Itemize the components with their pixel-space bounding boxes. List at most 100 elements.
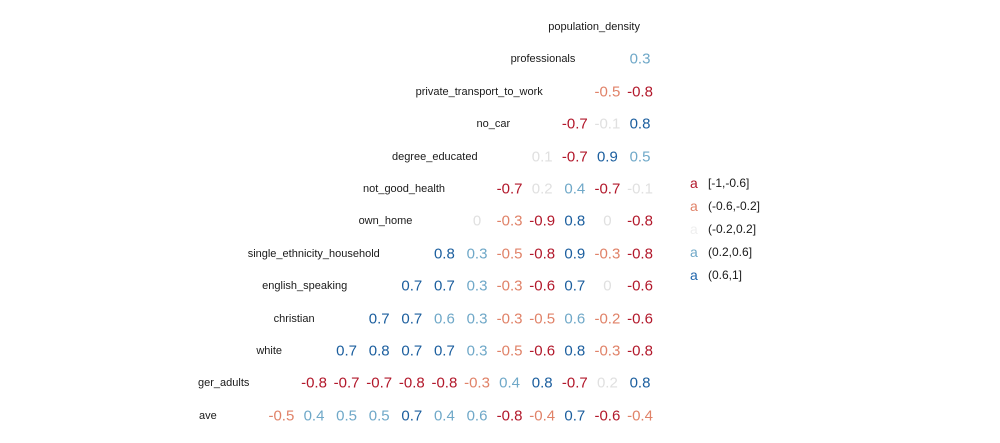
corr-cell-christian-2: 0.6 (433, 310, 455, 328)
row-label-not-good-health: not_good_health (363, 183, 445, 195)
corr-cell-own-home-3: 0.8 (564, 212, 586, 230)
corr-cell-ave-2: 0.5 (336, 407, 358, 425)
corr-cell-ger-adults-5: -0.3 (464, 374, 490, 392)
corr-cell-english-speaking-7: -0.6 (627, 277, 653, 295)
corr-cell-degree-educated-0: 0.1 (531, 148, 553, 166)
corr-cell-ave-11: -0.4 (627, 407, 653, 425)
legend-label-strong-positive: (0.6,1] (708, 268, 743, 282)
corr-cell-own-home-0: 0 (472, 212, 482, 230)
corr-cell-single-ethnicity-household-0: 0.8 (433, 245, 455, 263)
corr-cell-ave-7: -0.8 (496, 407, 523, 425)
corr-cell-english-speaking-3: -0.3 (496, 277, 523, 295)
corr-cell-single-ethnicity-household-3: -0.8 (529, 245, 556, 263)
legend-label-moderate-positive: (0.2,0.6] (708, 245, 753, 259)
corr-cell-not-good-health-0: -0.7 (496, 180, 523, 198)
corr-cell-christian-8: -0.6 (627, 310, 653, 328)
corr-cell-own-home-5: -0.8 (627, 212, 653, 230)
corr-cell-christian-3: 0.3 (466, 310, 488, 328)
corr-cell-ger-adults-8: -0.7 (561, 374, 588, 392)
corr-cell-white-8: -0.3 (594, 342, 621, 360)
corr-cell-ave-3: 0.5 (368, 407, 390, 425)
corr-cell-english-speaking-6: 0 (603, 277, 612, 295)
corr-cell-professionals-0: 0.3 (629, 50, 651, 68)
corr-cell-not-good-health-1: 0.2 (531, 180, 553, 198)
corr-cell-ave-4: 0.7 (401, 407, 423, 425)
corr-cell-own-home-1: -0.3 (496, 212, 523, 230)
corr-cell-not-good-health-2: 0.4 (564, 180, 586, 198)
corr-cell-white-6: -0.6 (529, 342, 556, 360)
corr-cell-ger-adults-1: -0.7 (333, 374, 360, 392)
corr-cell-white-7: 0.8 (564, 342, 586, 360)
corr-cell-christian-7: -0.2 (594, 310, 621, 328)
corr-cell-english-speaking-4: -0.6 (529, 277, 556, 295)
corr-cell-own-home-2: -0.9 (529, 212, 556, 230)
row-label-professionals: professionals (510, 53, 576, 66)
legend-key-weak: a (690, 221, 698, 237)
corr-cell-private-transport-to-work-0: -0.5 (594, 83, 621, 101)
corr-cell-white-5: -0.5 (496, 342, 523, 360)
corr-cell-christian-0: 0.7 (368, 310, 390, 328)
legend-label-weak: (-0.2,0.2] (708, 222, 757, 236)
corr-cell-single-ethnicity-household-2: -0.5 (496, 245, 523, 263)
corr-cell-ave-10: -0.6 (594, 407, 621, 425)
corr-cell-not-good-health-3: -0.7 (594, 180, 621, 198)
row-label-ger-adults: ger_adults (198, 377, 250, 390)
corr-cell-christian-6: 0.6 (564, 310, 586, 328)
corr-cell-not-good-health-4: -0.1 (627, 180, 653, 198)
corr-cell-christian-4: -0.3 (496, 310, 523, 328)
corr-cell-single-ethnicity-household-4: 0.9 (564, 245, 586, 263)
corr-cell-christian-5: -0.5 (529, 310, 556, 328)
corr-cell-ave-0: -0.5 (268, 407, 295, 425)
corr-cell-ger-adults-6: 0.4 (499, 374, 521, 392)
corr-cell-ger-adults-0: -0.8 (301, 374, 327, 392)
legend-key-moderate-negative: a (690, 198, 698, 214)
row-label-single-ethnicity-household: single_ethnicity_household (247, 247, 380, 260)
corr-cell-ave-6: 0.6 (466, 407, 488, 425)
corr-cell-ger-adults-3: -0.8 (398, 374, 425, 392)
corr-cell-single-ethnicity-household-5: -0.3 (594, 245, 621, 263)
legend-label-moderate-negative: (-0.6,-0.2] (708, 199, 761, 213)
corr-cell-own-home-4: 0 (603, 212, 612, 230)
corr-cell-ave-9: 0.7 (564, 407, 586, 425)
corr-cell-white-4: 0.3 (466, 342, 488, 360)
corr-cell-english-speaking-5: 0.7 (564, 277, 586, 295)
legend-key-moderate-positive: a (690, 244, 698, 260)
corr-cell-ger-adults-9: 0.2 (596, 374, 618, 392)
corr-cell-white-1: 0.8 (368, 342, 390, 360)
corr-cell-ger-adults-7: 0.8 (531, 374, 553, 392)
corr-cell-christian-1: 0.7 (401, 310, 423, 328)
corr-cell-no-car-1: -0.1 (594, 115, 621, 133)
row-label-ave: ave (199, 409, 217, 422)
corr-cell-ave-8: -0.4 (529, 407, 556, 425)
row-label-no-car: no_car (476, 118, 511, 131)
corr-cell-ave-1: 0.4 (303, 407, 325, 425)
row-label-degree-educated: degree_educated (391, 150, 478, 163)
row-label-population-density: population_density (548, 21, 640, 33)
row-label-english-speaking: english_speaking (262, 280, 348, 293)
corr-cell-white-0: 0.7 (336, 342, 358, 360)
corr-cell-white-2: 0.7 (401, 342, 423, 360)
corr-cell-ger-adults-10: 0.8 (629, 374, 651, 392)
corr-cell-ger-adults-2: -0.7 (366, 374, 393, 392)
corr-cell-white-3: 0.7 (433, 342, 455, 360)
corr-cell-no-car-0: -0.7 (561, 115, 588, 133)
corr-cell-single-ethnicity-household-1: 0.3 (466, 245, 488, 263)
corr-cell-white-9: -0.8 (627, 342, 653, 360)
row-label-own-home: own_home (358, 215, 413, 228)
corr-cell-degree-educated-2: 0.9 (596, 148, 618, 166)
legend-key-strong-positive: a (690, 267, 698, 283)
row-label-christian: christian (273, 312, 315, 325)
legend-key-strong-negative: a (690, 175, 698, 191)
corr-cell-english-speaking-0: 0.7 (401, 277, 423, 295)
row-label-white: white (256, 345, 282, 357)
legend-label-strong-negative: [-1,-0.6] (708, 176, 750, 190)
corr-cell-degree-educated-1: -0.7 (561, 148, 588, 166)
corr-cell-private-transport-to-work-1: -0.8 (627, 83, 653, 101)
corr-cell-degree-educated-3: 0.5 (629, 148, 651, 166)
row-label-private-transport-to-work: private_transport_to_work (415, 85, 543, 98)
corr-cell-english-speaking-2: 0.3 (466, 277, 488, 295)
corr-cell-no-car-2: 0.8 (629, 115, 651, 133)
corr-cell-single-ethnicity-household-6: -0.8 (627, 245, 653, 263)
corr-cell-english-speaking-1: 0.7 (433, 277, 455, 295)
